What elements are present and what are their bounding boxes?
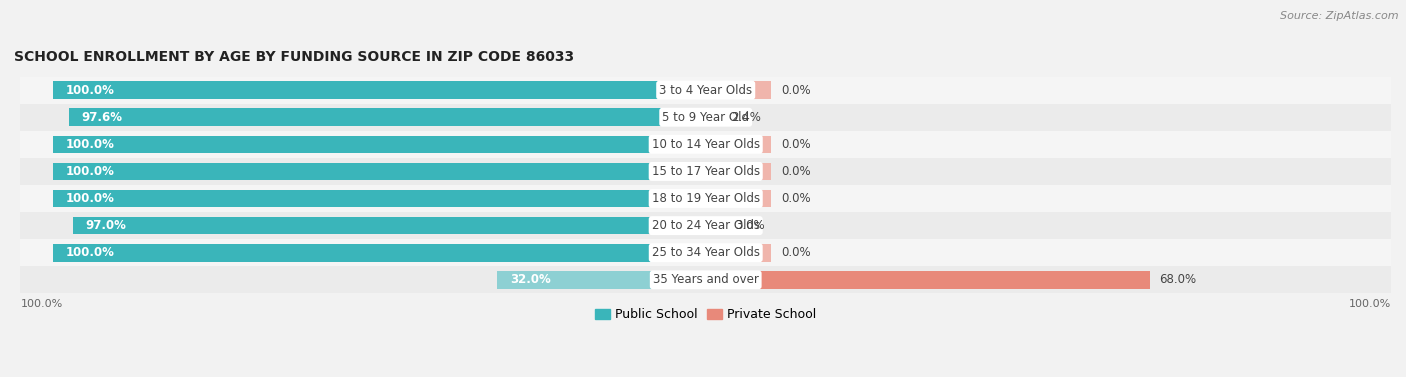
- Bar: [496, 271, 706, 289]
- Text: 10 to 14 Year Olds: 10 to 14 Year Olds: [651, 138, 759, 151]
- Bar: [706, 217, 725, 234]
- Bar: [21, 131, 1391, 158]
- Text: 100.0%: 100.0%: [66, 165, 115, 178]
- Text: 0.0%: 0.0%: [780, 84, 810, 97]
- Bar: [21, 266, 1391, 293]
- Text: 97.6%: 97.6%: [82, 111, 122, 124]
- Bar: [21, 239, 1391, 266]
- Bar: [53, 135, 706, 153]
- Text: 100.0%: 100.0%: [66, 192, 115, 205]
- Bar: [21, 185, 1391, 212]
- Text: 5 to 9 Year Old: 5 to 9 Year Old: [662, 111, 749, 124]
- Bar: [53, 190, 706, 207]
- Bar: [706, 162, 770, 180]
- Text: 97.0%: 97.0%: [86, 219, 127, 232]
- Text: 0.0%: 0.0%: [780, 138, 810, 151]
- Text: SCHOOL ENROLLMENT BY AGE BY FUNDING SOURCE IN ZIP CODE 86033: SCHOOL ENROLLMENT BY AGE BY FUNDING SOUR…: [14, 49, 574, 64]
- Bar: [21, 212, 1391, 239]
- Text: 25 to 34 Year Olds: 25 to 34 Year Olds: [652, 246, 759, 259]
- Text: 20 to 24 Year Olds: 20 to 24 Year Olds: [651, 219, 759, 232]
- Text: 100.0%: 100.0%: [1348, 299, 1391, 309]
- Bar: [21, 77, 1391, 104]
- Text: Source: ZipAtlas.com: Source: ZipAtlas.com: [1281, 11, 1399, 21]
- Text: 0.0%: 0.0%: [780, 192, 810, 205]
- Bar: [706, 109, 721, 126]
- Bar: [706, 190, 770, 207]
- Legend: Public School, Private School: Public School, Private School: [589, 303, 821, 326]
- Bar: [706, 135, 770, 153]
- Text: 100.0%: 100.0%: [21, 299, 63, 309]
- Text: 35 Years and over: 35 Years and over: [652, 273, 759, 286]
- Bar: [21, 158, 1391, 185]
- Bar: [706, 271, 1150, 289]
- Text: 100.0%: 100.0%: [66, 84, 115, 97]
- Bar: [706, 244, 770, 262]
- Text: 18 to 19 Year Olds: 18 to 19 Year Olds: [651, 192, 759, 205]
- Bar: [53, 162, 706, 180]
- Bar: [69, 109, 706, 126]
- Text: 2.4%: 2.4%: [731, 111, 761, 124]
- Text: 68.0%: 68.0%: [1160, 273, 1197, 286]
- Text: 0.0%: 0.0%: [780, 165, 810, 178]
- Bar: [73, 217, 706, 234]
- Bar: [53, 81, 706, 99]
- Text: 0.0%: 0.0%: [780, 246, 810, 259]
- Bar: [53, 244, 706, 262]
- Bar: [21, 104, 1391, 131]
- Text: 3.0%: 3.0%: [735, 219, 765, 232]
- Bar: [706, 81, 770, 99]
- Text: 3 to 4 Year Olds: 3 to 4 Year Olds: [659, 84, 752, 97]
- Text: 100.0%: 100.0%: [66, 246, 115, 259]
- Text: 100.0%: 100.0%: [66, 138, 115, 151]
- Text: 32.0%: 32.0%: [510, 273, 551, 286]
- Text: 15 to 17 Year Olds: 15 to 17 Year Olds: [651, 165, 759, 178]
